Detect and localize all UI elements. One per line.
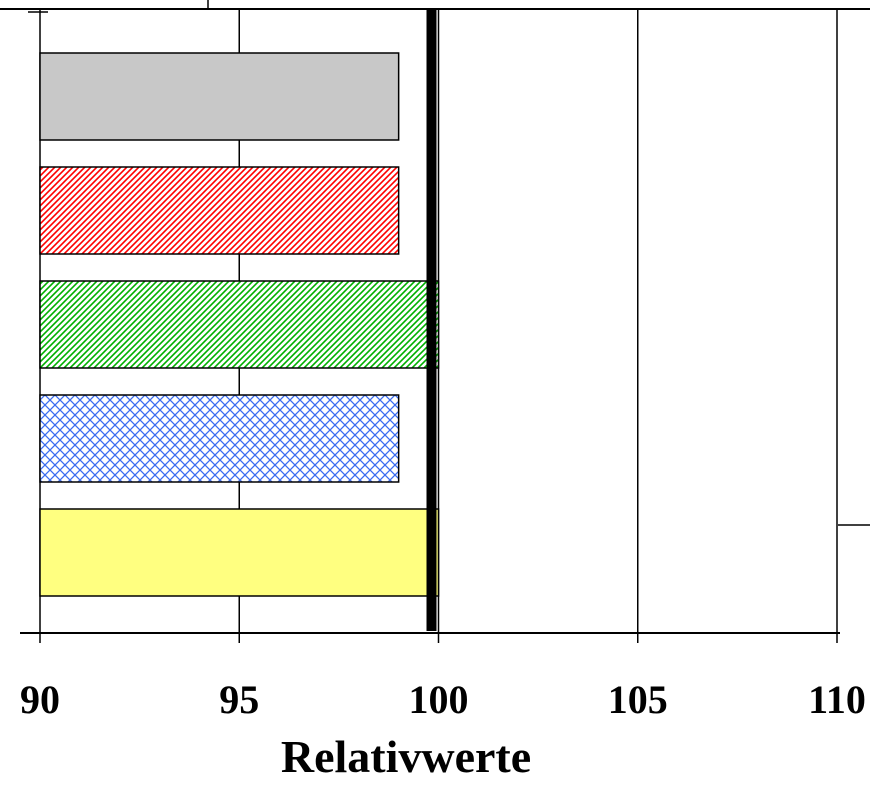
reference-line-100: [426, 9, 437, 631]
x-axis-title: Relativwerte: [281, 731, 531, 782]
x-axis-ticks: 90 95 100 105 110: [20, 633, 866, 722]
x-tick-label: 110: [808, 677, 866, 722]
x-tick-label: 105: [608, 677, 668, 722]
x-tick-label: 95: [219, 677, 259, 722]
bar-2: [39, 166, 400, 255]
bar-1: [39, 52, 400, 141]
x-tick-label: 100: [409, 677, 469, 722]
bar-3: [39, 280, 440, 369]
bar-5: [39, 508, 440, 597]
bars: [39, 52, 440, 597]
x-tick-label: 90: [20, 677, 60, 722]
bar-4: [39, 394, 400, 483]
